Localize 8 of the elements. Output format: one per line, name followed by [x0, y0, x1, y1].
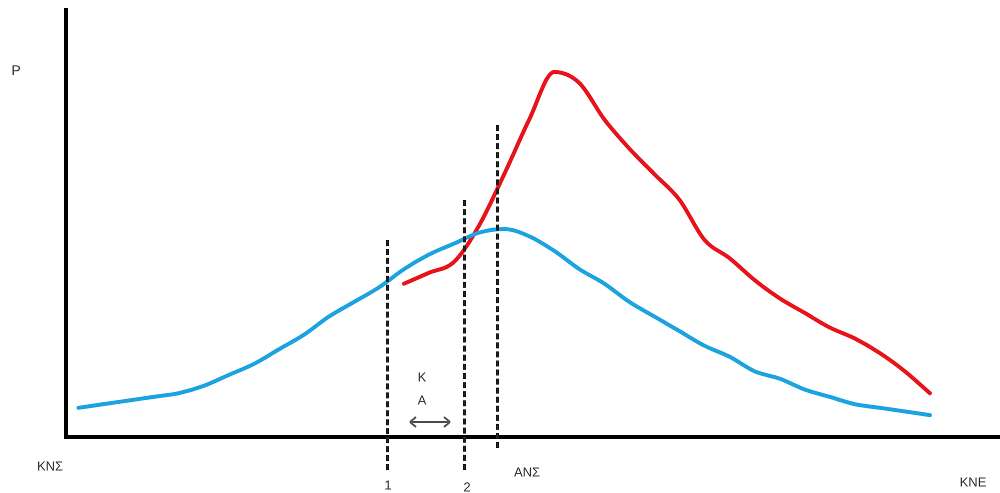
text: ΑΝΣ: [514, 464, 540, 480]
x-axis-title: ΚΝΕ: [960, 474, 986, 490]
text: ΚΝΣ: [36, 458, 64, 474]
text: 2: [463, 480, 471, 493]
annotation: Α: [418, 392, 426, 408]
text: 1: [384, 478, 392, 492]
y-axis-title: P: [11, 62, 21, 78]
annotation: Κ: [418, 370, 426, 384]
